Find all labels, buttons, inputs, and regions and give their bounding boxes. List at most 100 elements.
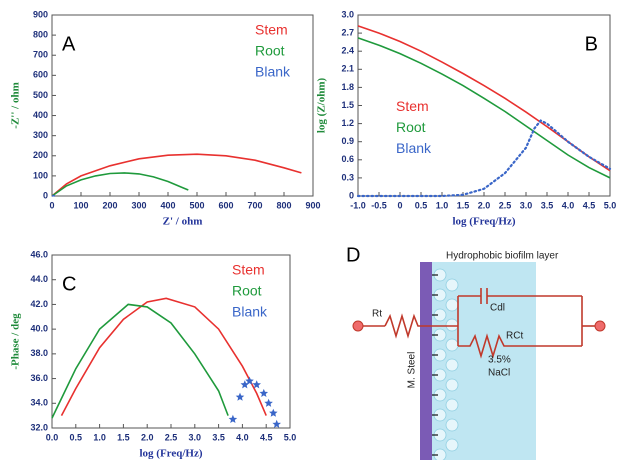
x-tick-label: 3.5 [541, 200, 554, 210]
y-tick-label: 100 [33, 170, 48, 180]
x-tick-label: 3.0 [520, 200, 533, 210]
y-tick-label: 500 [33, 90, 48, 100]
layer-label: Hydrophobic biofilm layer [446, 251, 559, 262]
star-marker [240, 380, 250, 389]
x-tick-label: 3.5 [212, 432, 225, 442]
legend-label: Stem [232, 262, 265, 278]
series-line [356, 119, 612, 198]
x-tick-label: 1.5 [117, 432, 130, 442]
y-tick-label: 400 [33, 110, 48, 120]
x-tick-label: 4.0 [236, 432, 249, 442]
y-tick-label: 40.0 [30, 324, 48, 334]
panel-label: B [585, 33, 598, 55]
y-tick-label: 0 [43, 190, 48, 200]
x-tick-label: 5.0 [284, 432, 297, 442]
x-tick-label: 300 [131, 200, 146, 210]
y-tick-label: 0 [349, 190, 354, 200]
y-tick-label: 0.3 [341, 172, 354, 182]
x-tick-label: 600 [218, 200, 233, 210]
legend-label: Blank [396, 140, 432, 156]
star-marker [259, 388, 269, 397]
series-line [51, 153, 302, 197]
x-axis-label: log (Freq/Hz) [139, 448, 202, 460]
x-tick-label: 0.0 [46, 432, 59, 442]
y-axis-label: log (Z/ohm) [316, 78, 328, 134]
x-tick-label: -1.0 [350, 200, 366, 210]
plot-frame [51, 254, 291, 429]
x-tick-label: 2.0 [478, 200, 491, 210]
star-marker [269, 408, 278, 417]
x-tick-label: 0 [397, 200, 402, 210]
y-tick-label: 1.2 [341, 118, 354, 128]
legend-label: Root [255, 43, 285, 59]
y-tick-label: 800 [33, 29, 48, 39]
star-marker [228, 414, 238, 423]
plot-frame [51, 14, 314, 197]
y-tick-label: 0.6 [341, 154, 354, 164]
x-tick-label: 4.0 [562, 200, 575, 210]
x-tick-label: 500 [189, 200, 204, 210]
electrolyte-label: NaCl [488, 368, 510, 379]
x-tick-label: 2.5 [165, 432, 178, 442]
circuit [362, 288, 596, 359]
cdl-label: Cdl [490, 303, 505, 314]
legend-label: Blank [255, 64, 291, 80]
y-tick-label: 44.0 [30, 274, 48, 284]
y-tick-label: 700 [33, 50, 48, 60]
x-axis-label: Z' / ohm [163, 216, 203, 228]
y-tick-label: 0.9 [341, 136, 354, 146]
x-tick-label: 1.5 [457, 200, 470, 210]
y-tick-label: 32.0 [30, 422, 48, 432]
legend-label: Blank [232, 304, 268, 320]
x-tick-label: 5.0 [604, 200, 617, 210]
terminal [352, 320, 364, 332]
panel-label: A [62, 33, 76, 55]
y-tick-label: 2.4 [341, 46, 354, 56]
panel-label: C [62, 273, 76, 295]
y-tick-label: 36.0 [30, 373, 48, 383]
series-line [51, 172, 189, 197]
panel-label: D [346, 244, 360, 266]
y-tick-label: 600 [33, 70, 48, 80]
y-tick-label: 1.8 [341, 82, 354, 92]
series-line [51, 303, 229, 419]
x-tick-label: 0.5 [415, 200, 428, 210]
x-tick-label: -0.5 [371, 200, 387, 210]
legend-label: Root [232, 283, 262, 299]
surface-ticks [432, 274, 438, 456]
x-tick-label: 0.5 [70, 432, 83, 442]
rct-label: RCt [506, 331, 523, 342]
x-tick-label: 700 [247, 200, 262, 210]
terminal [594, 320, 606, 332]
y-tick-label: 34.0 [30, 398, 48, 408]
star-marker [272, 419, 281, 428]
electrolyte-label: 3.5% [488, 355, 511, 366]
star-marker [235, 392, 245, 401]
series-line [357, 37, 611, 179]
x-tick-label: 1.0 [436, 200, 449, 210]
x-tick-label: 900 [305, 200, 320, 210]
y-tick-label: 900 [33, 9, 48, 19]
legend-label: Stem [255, 22, 288, 38]
x-axis-label: log (Freq/Hz) [452, 216, 515, 228]
y-tick-label: 42.0 [30, 299, 48, 309]
x-tick-label: 4.5 [260, 432, 273, 442]
y-tick-label: 3.0 [341, 9, 354, 19]
y-tick-label: 2.1 [341, 64, 354, 74]
x-tick-label: 3.0 [189, 432, 202, 442]
x-tick-label: 2.5 [499, 200, 512, 210]
y-tick-label: 38.0 [30, 348, 48, 358]
x-tick-label: 4.5 [583, 200, 596, 210]
y-tick-label: 200 [33, 150, 48, 160]
y-tick-label: 46.0 [30, 249, 48, 259]
rt-label: Rt [372, 309, 382, 320]
x-tick-label: 100 [73, 200, 88, 210]
x-tick-label: 0 [49, 200, 54, 210]
legend-label: Root [396, 119, 426, 135]
metal-label: M. Steel [407, 352, 418, 389]
y-tick-label: 1.5 [341, 100, 354, 110]
y-tick-label: 2.7 [341, 27, 354, 37]
diagram: D Hydrophobic biofilm layer Rt Cdl RCt 3… [346, 244, 606, 460]
steel-plate [420, 262, 432, 460]
